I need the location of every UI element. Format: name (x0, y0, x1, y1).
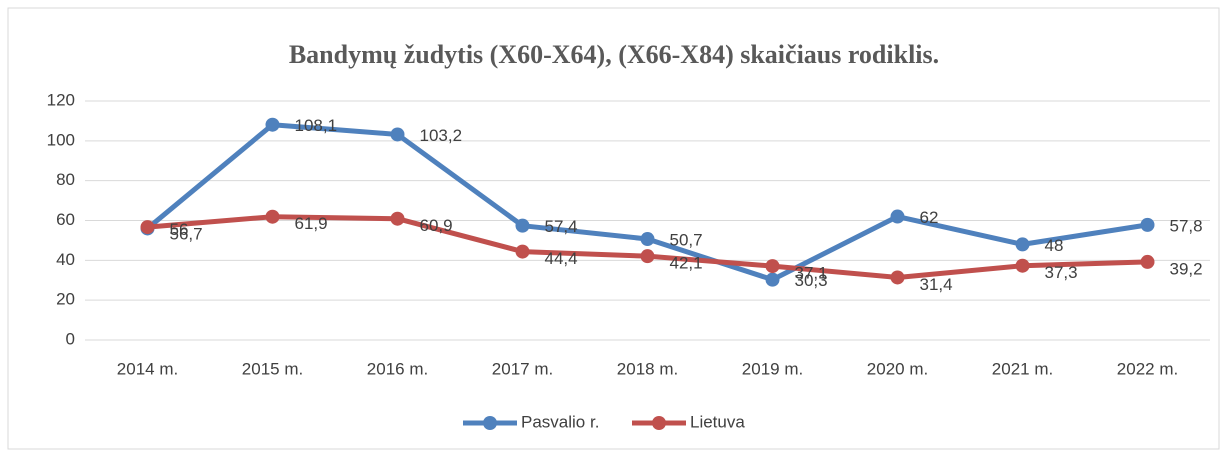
y-tick-label: 120 (47, 90, 75, 109)
x-tick-label: 2018 m. (617, 359, 678, 378)
legend-marker (652, 416, 666, 430)
data-label: 37,1 (795, 264, 828, 283)
data-label: 44,4 (545, 249, 578, 268)
data-label: 30,3 (795, 271, 828, 290)
x-tick-label: 2021 m. (992, 359, 1053, 378)
data-label: 50,7 (670, 231, 703, 250)
y-tick-label: 20 (56, 290, 75, 309)
y-tick-label: 0 (66, 329, 75, 348)
x-tick-label: 2022 m. (1117, 359, 1178, 378)
data-label: 48 (1045, 236, 1064, 255)
marker (265, 117, 280, 132)
data-label: 39,2 (1170, 259, 1203, 278)
x-tick-label: 2020 m. (867, 359, 928, 378)
marker (765, 272, 780, 287)
data-label: 56 (170, 220, 189, 239)
marker (890, 209, 905, 224)
chart-frame (7, 7, 1220, 450)
marker (515, 244, 530, 259)
marker (1140, 254, 1155, 269)
data-label: 37,3 (1045, 263, 1078, 282)
data-label: 31,4 (920, 275, 953, 294)
marker (1015, 237, 1030, 252)
x-tick-label: 2017 m. (492, 359, 553, 378)
x-tick-label: 2015 m. (242, 359, 303, 378)
marker (390, 127, 405, 142)
data-label: 62 (920, 208, 939, 227)
data-label: 57,4 (545, 217, 578, 236)
chart-title: Bandymų žudytis (X60-X64), (X66-X84) ska… (289, 40, 939, 69)
y-tick-label: 100 (47, 130, 75, 149)
marker (765, 259, 780, 274)
x-tick-label: 2014 m. (117, 359, 178, 378)
data-label: 61,9 (295, 214, 328, 233)
y-tick-label: 80 (56, 170, 75, 189)
y-tick-label: 60 (56, 210, 75, 229)
marker (1140, 217, 1155, 232)
data-label: 103,2 (420, 126, 463, 145)
marker (265, 209, 280, 224)
data-label: 60,9 (420, 216, 453, 235)
marker (640, 249, 655, 264)
x-tick-label: 2019 m. (742, 359, 803, 378)
legend-marker (483, 416, 497, 430)
legend-label: Pasvalio r. (521, 412, 599, 431)
x-tick-label: 2016 m. (367, 359, 428, 378)
data-label: 42,1 (670, 254, 703, 273)
legend-label: Lietuva (690, 412, 745, 431)
marker (1015, 258, 1030, 273)
marker (140, 220, 155, 235)
marker (515, 218, 530, 233)
data-label: 57,8 (1170, 216, 1203, 235)
marker (390, 211, 405, 226)
data-label: 56,7 (170, 225, 203, 244)
data-label: 108,1 (295, 116, 338, 135)
y-tick-label: 40 (56, 250, 75, 269)
marker (890, 270, 905, 285)
marker (640, 232, 655, 247)
